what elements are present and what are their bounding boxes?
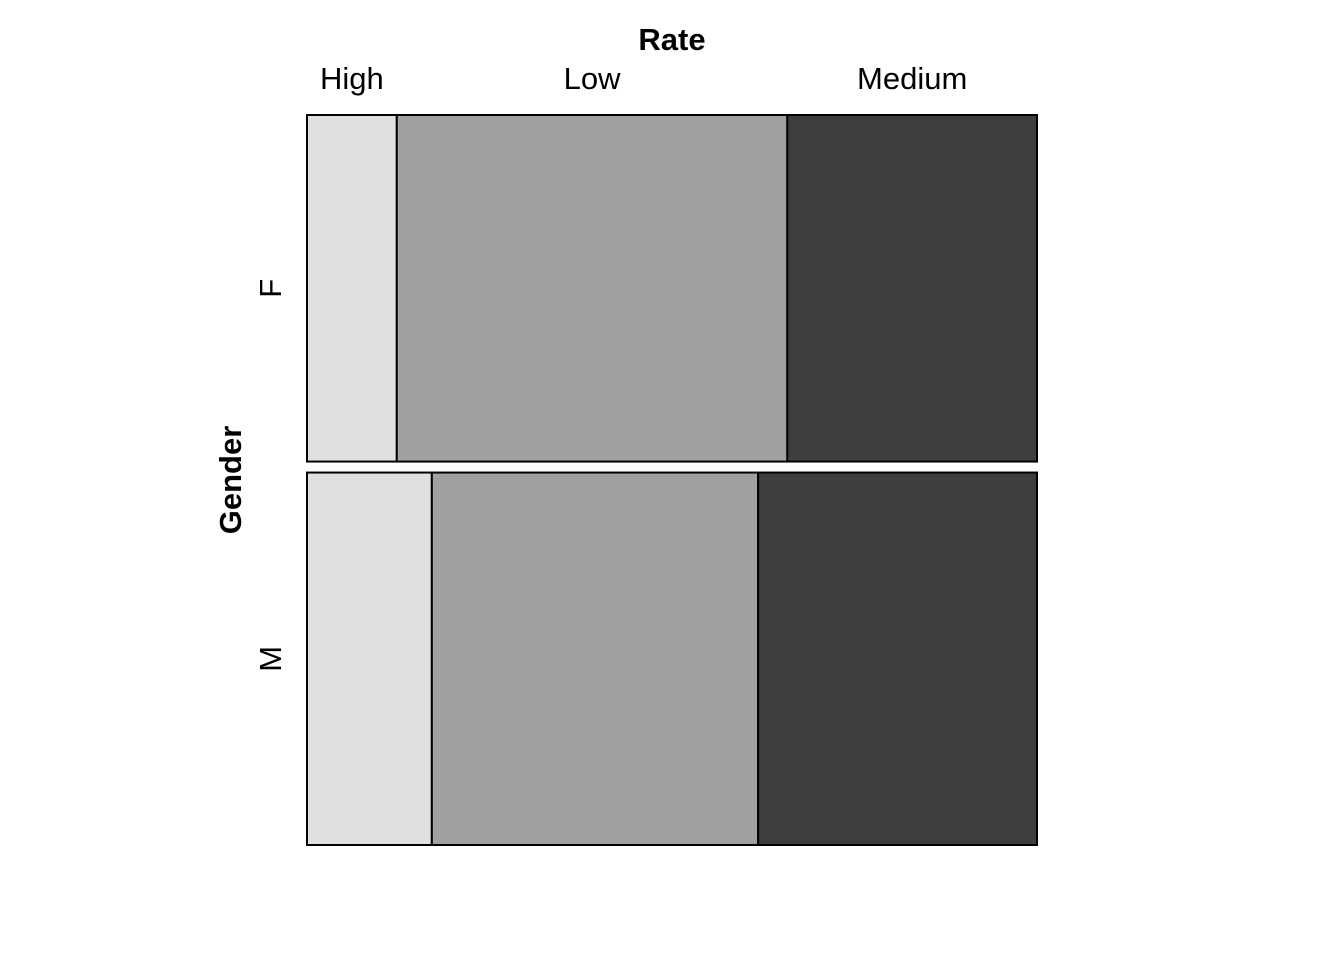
tile-m-high <box>306 471 433 846</box>
tile-f-low <box>395 114 789 463</box>
column-tick-labels: High Low Medium <box>320 61 967 96</box>
row-label-m: M <box>253 646 288 672</box>
mosaic-tiles <box>306 114 1039 846</box>
tile-m-low <box>430 471 760 846</box>
tile-f-medium <box>786 114 1039 463</box>
x-axis-title: Rate <box>638 22 705 57</box>
tile-m-medium <box>757 471 1038 846</box>
y-axis-title: Gender <box>213 426 248 535</box>
column-label-low: Low <box>564 61 621 96</box>
column-label-medium: Medium <box>857 61 967 96</box>
row-tick-labels: FM <box>253 279 288 672</box>
column-label-high: High <box>320 61 384 96</box>
tile-f-high <box>306 114 398 463</box>
row-label-f: F <box>253 279 288 298</box>
